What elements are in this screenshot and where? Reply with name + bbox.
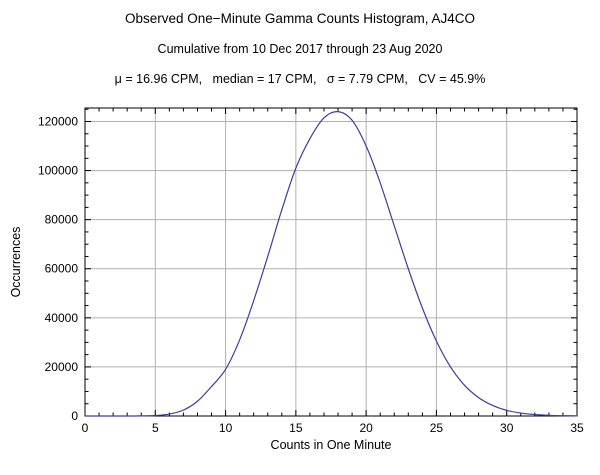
chart-subtitle: Cumulative from 10 Dec 2017 through 23 A… xyxy=(157,42,443,56)
histogram-curve xyxy=(84,111,578,417)
chart-title: Observed One−Minute Gamma Counts Histogr… xyxy=(124,11,476,26)
y-tick-label: 20000 xyxy=(45,360,79,374)
y-tick-label: 120000 xyxy=(38,114,78,128)
y-tick-label: 80000 xyxy=(45,213,79,227)
x-tick-label: 15 xyxy=(289,421,303,435)
y-tick-label: 0 xyxy=(71,409,78,423)
x-tick-label: 5 xyxy=(152,421,159,435)
x-tick-label: 10 xyxy=(219,421,233,435)
y-tick-label: 60000 xyxy=(45,262,79,276)
y-tick-label: 100000 xyxy=(38,164,78,178)
chart-stats-line: μ = 16.96 CPM, median = 17 CPM, σ = 7.79… xyxy=(114,72,486,86)
x-tick-label: 35 xyxy=(570,421,584,435)
x-tick-label: 30 xyxy=(500,421,514,435)
x-tick-label: 25 xyxy=(430,421,444,435)
plot-frame xyxy=(84,107,578,417)
y-axis-label: Occurrences xyxy=(9,227,23,298)
y-tick-label: 40000 xyxy=(45,311,79,325)
x-tick-label: 20 xyxy=(359,421,373,435)
x-tick-label: 0 xyxy=(82,421,89,435)
x-axis-label: Counts in One Minute xyxy=(271,438,392,452)
